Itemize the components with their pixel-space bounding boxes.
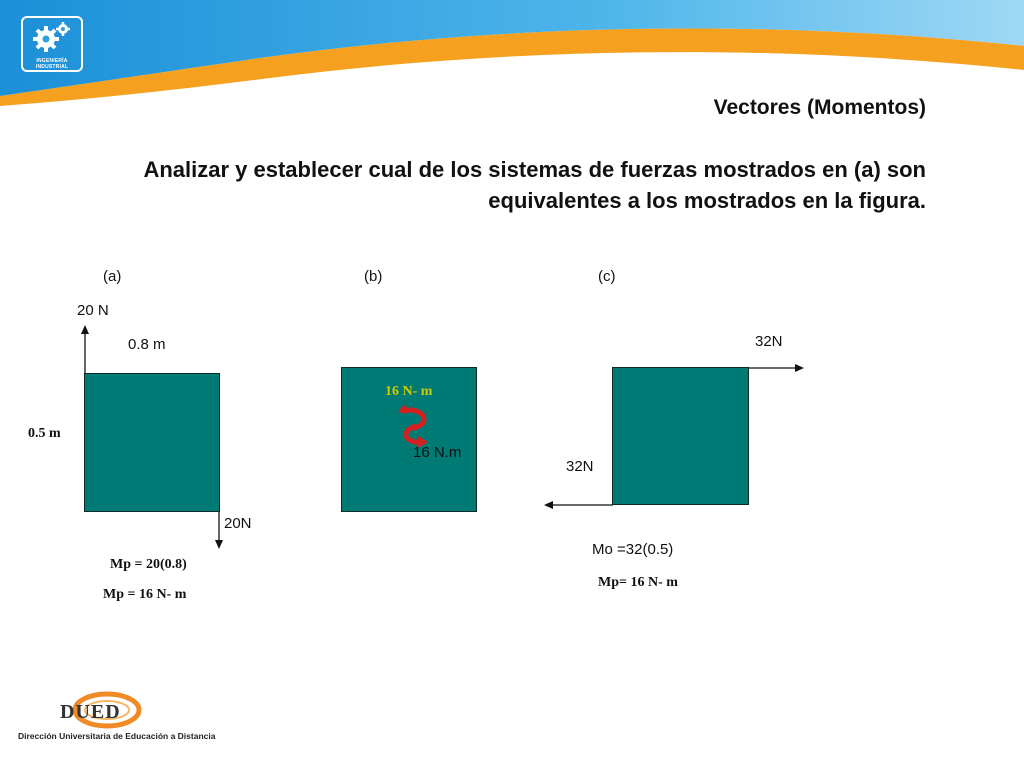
fig-a-arrow-down [215,511,223,549]
fig-c-arrow-left [544,501,613,509]
fig-b-label: (b) [364,268,383,285]
dued-logo-icon [72,691,142,729]
dued-logo-text: DUED [60,701,121,723]
fig-c-force-right-label: 32N [755,333,783,350]
fig-c-equation-1: Mo =32(0.5) [592,541,674,558]
curl-arrow-icon [398,404,428,448]
fig-c-equation-2: Mp= 16 N- m [598,575,678,590]
footer-caption: Dirección Universitaria de Educación a D… [18,731,216,741]
fig-a-height-label: 0.5 m [28,426,61,441]
fig-c-arrow-right [748,364,804,372]
fig-b-moment-colored: 16 N- m [385,384,433,399]
slide-subtitle: Analizar y establecer cual de los sistem… [143,157,926,213]
fig-a-label: (a) [103,268,122,285]
fig-c-label: (c) [598,268,616,285]
slide-title: Vectores (Momentos) [713,96,926,119]
fig-a-equation-1: Mp = 20(0.8) [110,557,187,572]
fig-a-force-down-label: 20N [224,515,252,532]
engineering-logo [21,16,83,72]
gears-icon [33,22,70,52]
fig-a-equation-2: Mp = 16 N- m [103,587,187,602]
fig-b-moment-label: 16 N.m [413,444,462,461]
header-banner [0,0,1024,106]
logo-caption: INGENIERÍA INDUSTRIAL [35,58,69,70]
fig-a-force-up-label: 20 N [77,302,109,319]
fig-a-block [84,373,220,512]
fig-a-width-label: 0.8 m [128,336,166,353]
fig-c-block [612,367,749,505]
fig-a-arrow-up [81,325,89,374]
fig-c-force-left-label: 32N [566,458,594,475]
